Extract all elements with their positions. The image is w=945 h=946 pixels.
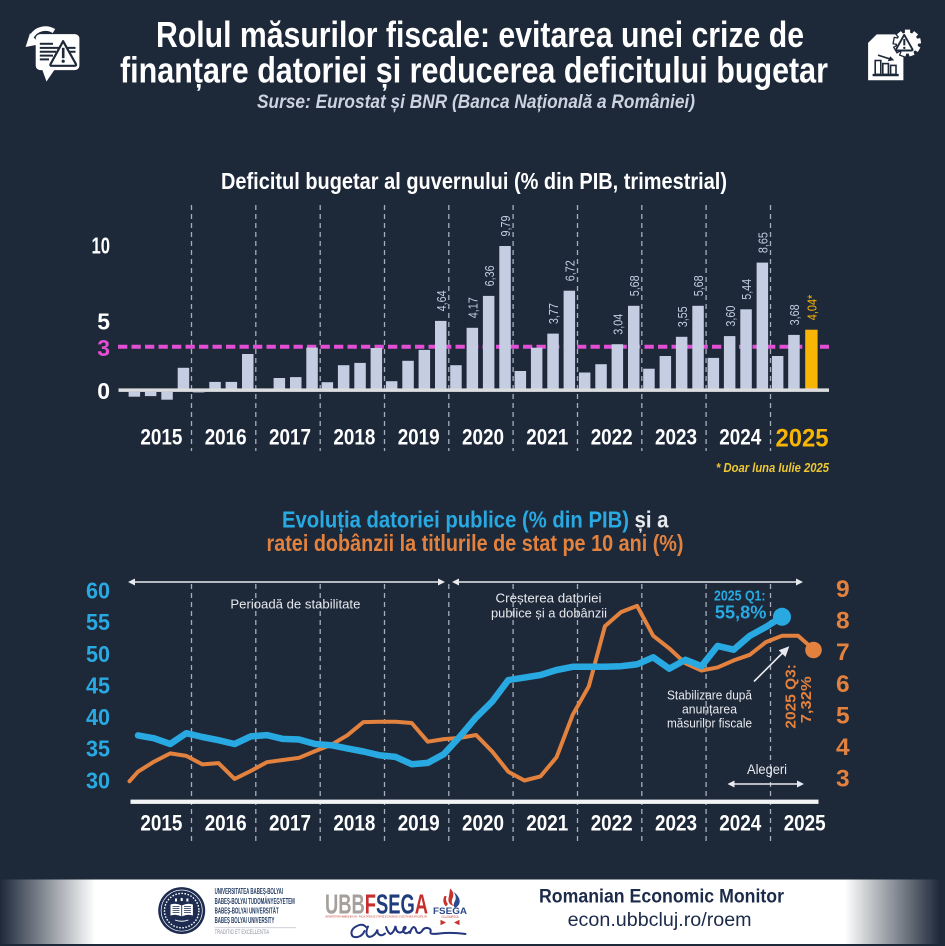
svg-text:Perioadă de stabilitate: Perioadă de stabilitate bbox=[230, 597, 360, 612]
svg-text:2017: 2017 bbox=[269, 425, 311, 450]
svg-text:Romanian Economic Monitor: Romanian Economic Monitor bbox=[539, 885, 784, 907]
svg-text:finanțare datoriei și reducer: finanțare datoriei și reducerea deficitu… bbox=[120, 50, 828, 92]
svg-text:Creșterea datoriei: Creșterea datoriei bbox=[496, 591, 602, 606]
svg-text:2020: 2020 bbox=[462, 811, 504, 836]
svg-text:0: 0 bbox=[97, 378, 110, 404]
svg-text:5,68: 5,68 bbox=[691, 275, 706, 296]
svg-text:5,68: 5,68 bbox=[627, 275, 642, 296]
svg-text:2018: 2018 bbox=[333, 811, 375, 836]
svg-text:3,60: 3,60 bbox=[723, 306, 738, 327]
svg-text:3,77: 3,77 bbox=[546, 303, 561, 324]
svg-text:7,32%: 7,32% bbox=[798, 676, 815, 723]
svg-text:2023: 2023 bbox=[655, 811, 697, 836]
svg-text:3: 3 bbox=[836, 766, 850, 793]
svg-text:60: 60 bbox=[86, 578, 110, 604]
svg-text:4: 4 bbox=[836, 734, 850, 761]
svg-text:6: 6 bbox=[836, 671, 850, 698]
svg-text:2025: 2025 bbox=[784, 811, 826, 836]
svg-text:* Doar luna Iulie 2025: * Doar luna Iulie 2025 bbox=[716, 460, 830, 475]
svg-text:6,36: 6,36 bbox=[482, 265, 497, 286]
svg-text:2019: 2019 bbox=[398, 811, 440, 836]
svg-text:3: 3 bbox=[97, 335, 110, 361]
svg-text:45: 45 bbox=[86, 672, 110, 698]
svg-text:2021: 2021 bbox=[526, 425, 568, 450]
svg-text:UNIVERSITATEA BABEȘ-BOLYAI: UNIVERSITATEA BABEȘ-BOLYAI bbox=[215, 887, 283, 896]
svg-text:9: 9 bbox=[836, 576, 850, 603]
svg-text:BABEȘ BOLYAI UNIVERSITY: BABEȘ BOLYAI UNIVERSITY bbox=[215, 916, 275, 925]
svg-text:măsurilor fiscale: măsurilor fiscale bbox=[667, 716, 752, 731]
svg-text:2020: 2020 bbox=[462, 425, 504, 450]
svg-text:BABEȘ-BOLYAI UNIVERSITÄT: BABEȘ-BOLYAI UNIVERSITÄT bbox=[215, 906, 279, 915]
svg-text:2019: 2019 bbox=[398, 425, 440, 450]
svg-text:2023: 2023 bbox=[655, 425, 697, 450]
svg-text:FSEGA: FSEGA bbox=[433, 906, 467, 917]
svg-text:4,04*: 4,04* bbox=[805, 295, 820, 321]
svg-text:Deficitul bugetar al guvernulu: Deficitul bugetar al guvernului (% din P… bbox=[221, 168, 727, 194]
svg-text:2022: 2022 bbox=[591, 811, 633, 836]
svg-text:anunțarea: anunțarea bbox=[682, 702, 738, 717]
svg-text:3,04: 3,04 bbox=[611, 314, 626, 335]
svg-text:TRADITIO ET EXCELLENTIA: TRADITIO ET EXCELLENTIA bbox=[215, 929, 270, 936]
svg-text:2021: 2021 bbox=[526, 811, 568, 836]
svg-text:35: 35 bbox=[86, 736, 110, 762]
svg-text:5,44: 5,44 bbox=[739, 279, 754, 300]
svg-text:4,64: 4,64 bbox=[434, 290, 449, 311]
svg-text:55,8%: 55,8% bbox=[715, 602, 767, 622]
svg-text:6,72: 6,72 bbox=[563, 260, 578, 281]
svg-text:8: 8 bbox=[836, 608, 850, 635]
svg-text:și a: și a bbox=[635, 507, 670, 534]
svg-text:UNIVERSITATEA BABEȘ-BOLYAI · F: UNIVERSITATEA BABEȘ-BOLYAI · FACULTATEA … bbox=[325, 914, 427, 918]
svg-text:Evoluția datoriei publice (% d: Evoluția datoriei publice (% din PIB) bbox=[282, 507, 629, 534]
svg-text:2025 Q3:: 2025 Q3: bbox=[783, 664, 800, 729]
svg-text:4,17: 4,17 bbox=[466, 297, 481, 318]
svg-text:50: 50 bbox=[86, 641, 110, 667]
svg-text:2016: 2016 bbox=[205, 425, 247, 450]
svg-text:8,65: 8,65 bbox=[756, 232, 771, 253]
svg-text:10: 10 bbox=[92, 232, 111, 258]
svg-text:publice și a dobânzii: publice și a dobânzii bbox=[491, 605, 607, 620]
svg-text:40: 40 bbox=[86, 704, 110, 730]
svg-text:Rolul măsurilor fiscale: evita: Rolul măsurilor fiscale: evitarea unei c… bbox=[156, 14, 804, 55]
svg-text:30: 30 bbox=[86, 767, 110, 793]
svg-text:2018: 2018 bbox=[333, 425, 375, 450]
svg-text:5: 5 bbox=[836, 702, 850, 729]
svg-text:ratei dobânzii la titlurile de: ratei dobânzii la titlurile de stat pe 1… bbox=[267, 530, 684, 556]
svg-text:BABEȘ-BOLYAI TUDOMÁNYEGYETEM: BABEȘ-BOLYAI TUDOMÁNYEGYETEM bbox=[215, 897, 295, 906]
svg-text:Surse: Eurostat și BNR (Banca: Surse: Eurostat și BNR (Banca Națională … bbox=[257, 91, 695, 113]
svg-text:2024: 2024 bbox=[719, 425, 762, 450]
svg-text:2016: 2016 bbox=[205, 811, 247, 836]
svg-text:CLUJ-NAPOCA: CLUJ-NAPOCA bbox=[442, 915, 460, 919]
svg-text:UBBFSEGA: UBBFSEGA bbox=[325, 889, 428, 920]
svg-text:2025: 2025 bbox=[776, 425, 829, 453]
svg-text:5: 5 bbox=[97, 309, 110, 335]
svg-text:55: 55 bbox=[86, 609, 110, 635]
svg-text:2024: 2024 bbox=[719, 811, 762, 836]
svg-text:3,55: 3,55 bbox=[675, 306, 690, 327]
svg-text:3,68: 3,68 bbox=[787, 304, 802, 325]
svg-text:9,79: 9,79 bbox=[498, 216, 513, 237]
svg-text:2015: 2015 bbox=[140, 425, 182, 450]
svg-text:7: 7 bbox=[836, 639, 850, 666]
svg-text:2017: 2017 bbox=[269, 811, 311, 836]
svg-text:2022: 2022 bbox=[591, 425, 633, 450]
svg-text:2025 Q1:: 2025 Q1: bbox=[714, 587, 766, 604]
svg-text:Stabilizare după: Stabilizare după bbox=[667, 688, 753, 703]
svg-text:Alegeri: Alegeri bbox=[747, 762, 787, 777]
svg-text:econ.ubbcluj.ro/roem: econ.ubbcluj.ro/roem bbox=[568, 909, 752, 931]
svg-text:2015: 2015 bbox=[140, 811, 182, 836]
